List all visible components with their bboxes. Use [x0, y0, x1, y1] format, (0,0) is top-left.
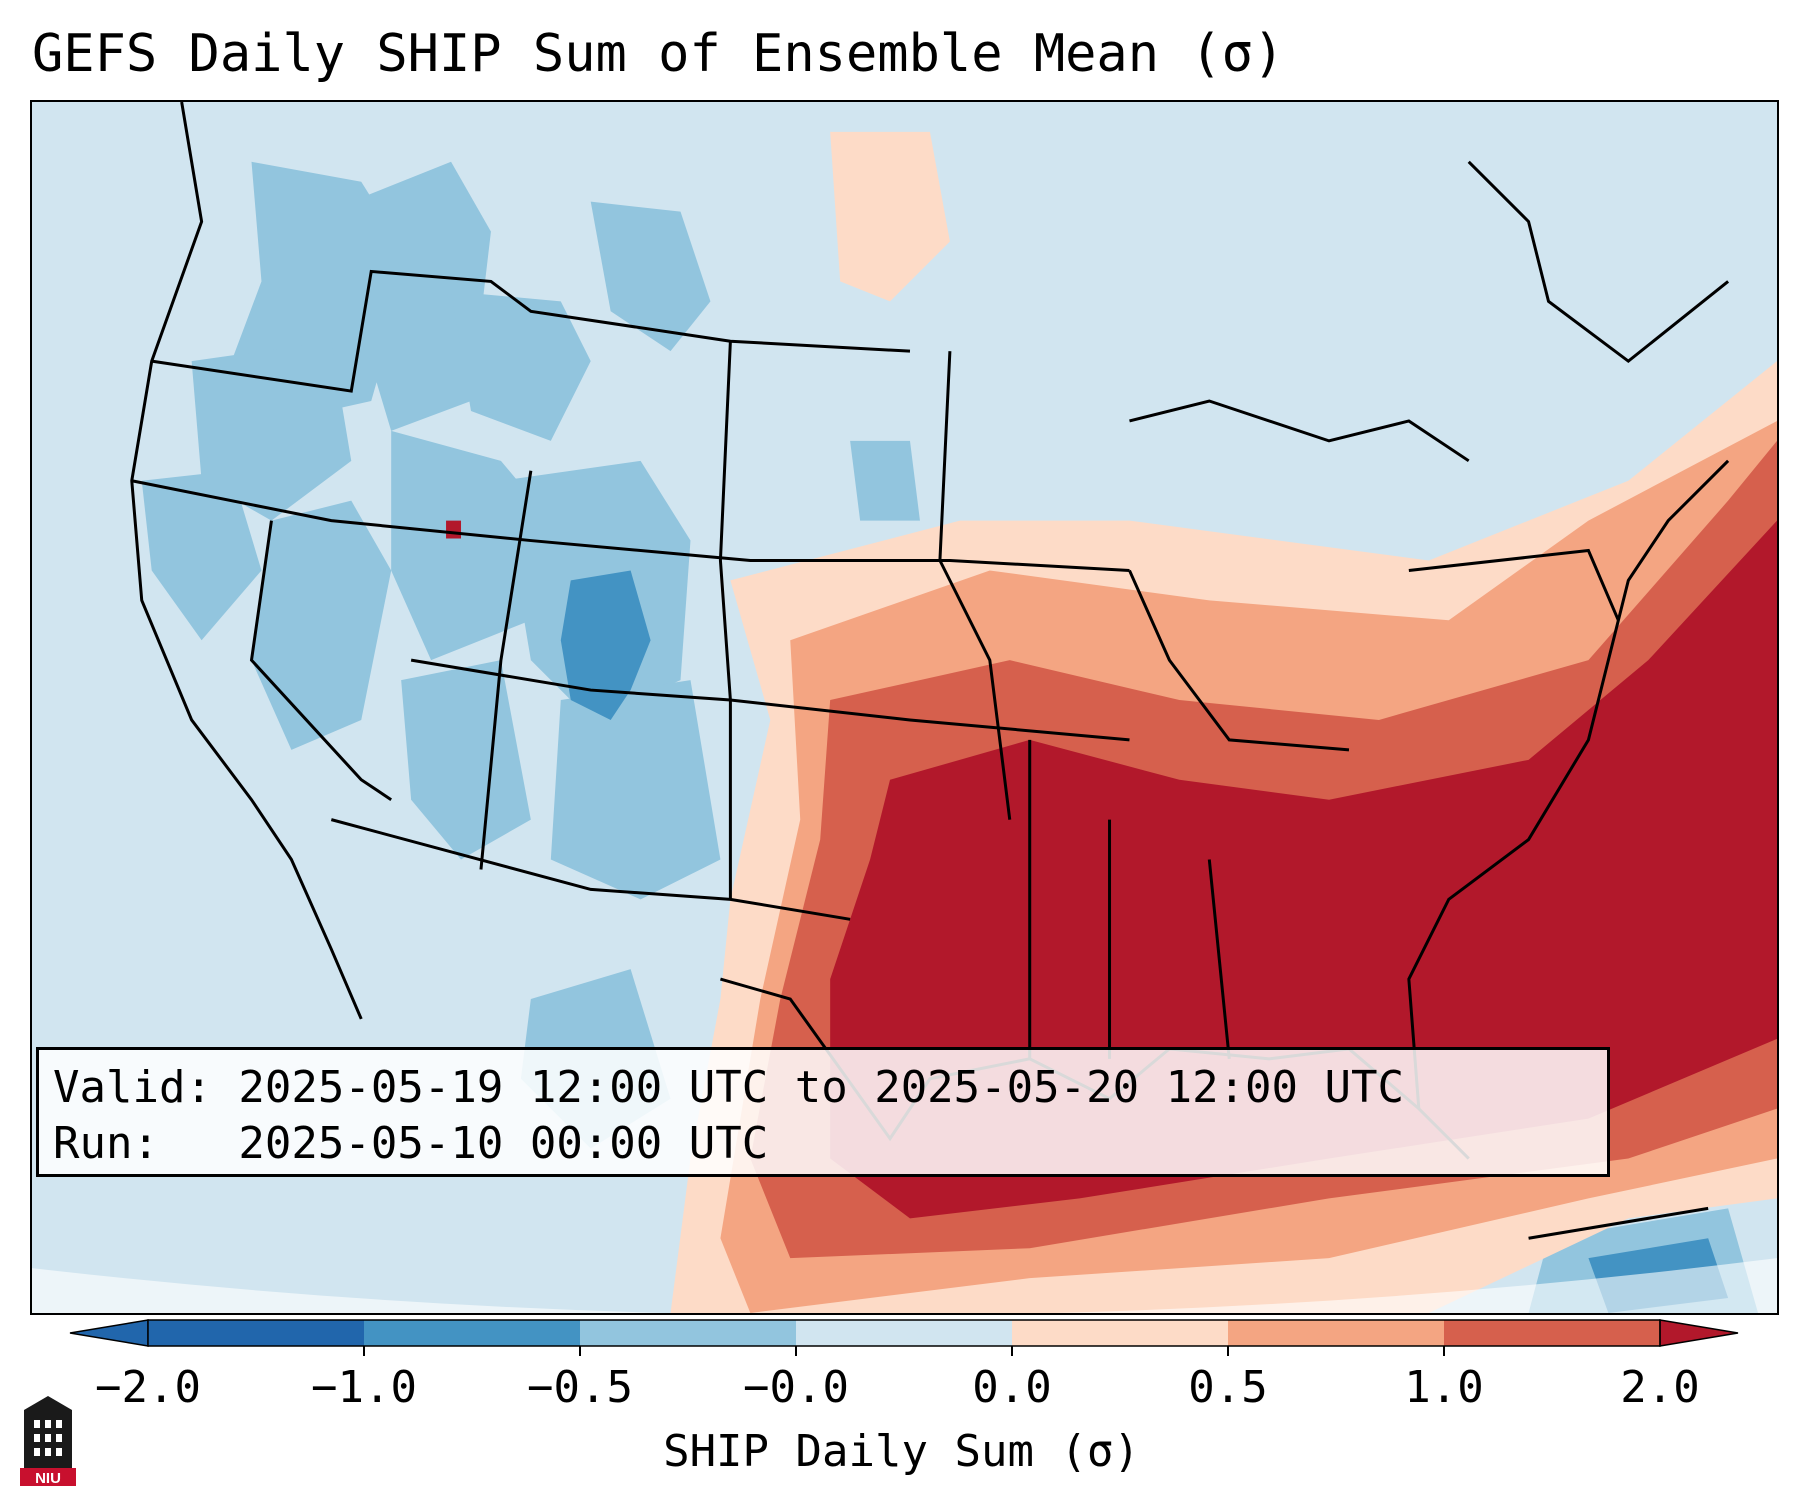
projection-edge	[32, 1258, 1777, 1313]
colorbar-segment	[796, 1320, 1012, 1346]
colorbar-segment	[580, 1320, 796, 1346]
geographic-boundaries	[130, 102, 1730, 1240]
run-time-text: Run: 2025-05-10 00:00 UTC	[53, 1118, 769, 1169]
valid-time-box: Valid: 2025-05-19 12:00 UTC to 2025-05-2…	[36, 1047, 1610, 1177]
plains-border	[718, 341, 732, 900]
colorbar-segment	[148, 1320, 364, 1346]
mid-border	[938, 351, 1012, 820]
east-coastline	[1407, 459, 1730, 1109]
map-title: GEFS Daily SHIP Sum of Ensemble Mean (σ)	[32, 24, 1285, 84]
ohio-valley-border	[1128, 569, 1350, 752]
colorbar-tick-label: −0.0	[743, 1362, 849, 1413]
state-border-row-3	[330, 818, 851, 921]
great-lakes-shore	[1129, 399, 1470, 463]
nevada-border	[249, 520, 393, 801]
canada-border-east	[1467, 160, 1730, 364]
colorbar-over-extension	[1659, 1319, 1739, 1347]
niu-logo: NIU	[20, 1396, 76, 1487]
colorbar-border	[147, 1319, 1661, 1347]
colorbar-tick-label: 2.0	[1620, 1362, 1700, 1413]
cuba-outline	[1528, 1206, 1709, 1240]
colorbar-segment	[1444, 1320, 1660, 1346]
colorbar-tick-label: 1.0	[1404, 1362, 1484, 1413]
colorbar-tick-label: 0.0	[972, 1362, 1052, 1413]
colorbar-segment	[364, 1320, 580, 1346]
niu-logo-text: NIU	[35, 1470, 61, 1487]
colorbar-tick-label: −1.0	[311, 1362, 417, 1413]
colorbar-tick-label: −0.5	[527, 1362, 633, 1413]
colorbar-segment	[1012, 1320, 1228, 1346]
state-border-row-1	[131, 479, 1130, 572]
west-coastline	[130, 102, 363, 1020]
al-ga-border	[1207, 859, 1231, 1059]
pa-border	[1408, 548, 1620, 621]
colorbar-under-extension	[69, 1319, 149, 1347]
colorbar-tick-label: 0.5	[1188, 1362, 1268, 1413]
colorbar-segment	[1228, 1320, 1444, 1346]
colorbar	[69, 1319, 1739, 1356]
colorbar-label: SHIP Daily Sum (σ)	[663, 1426, 1140, 1477]
utah-border	[479, 470, 533, 870]
colorbar-tick-label: −2.0	[95, 1362, 201, 1413]
valid-time-text: Valid: 2025-05-19 12:00 UTC to 2025-05-2…	[53, 1062, 1405, 1113]
